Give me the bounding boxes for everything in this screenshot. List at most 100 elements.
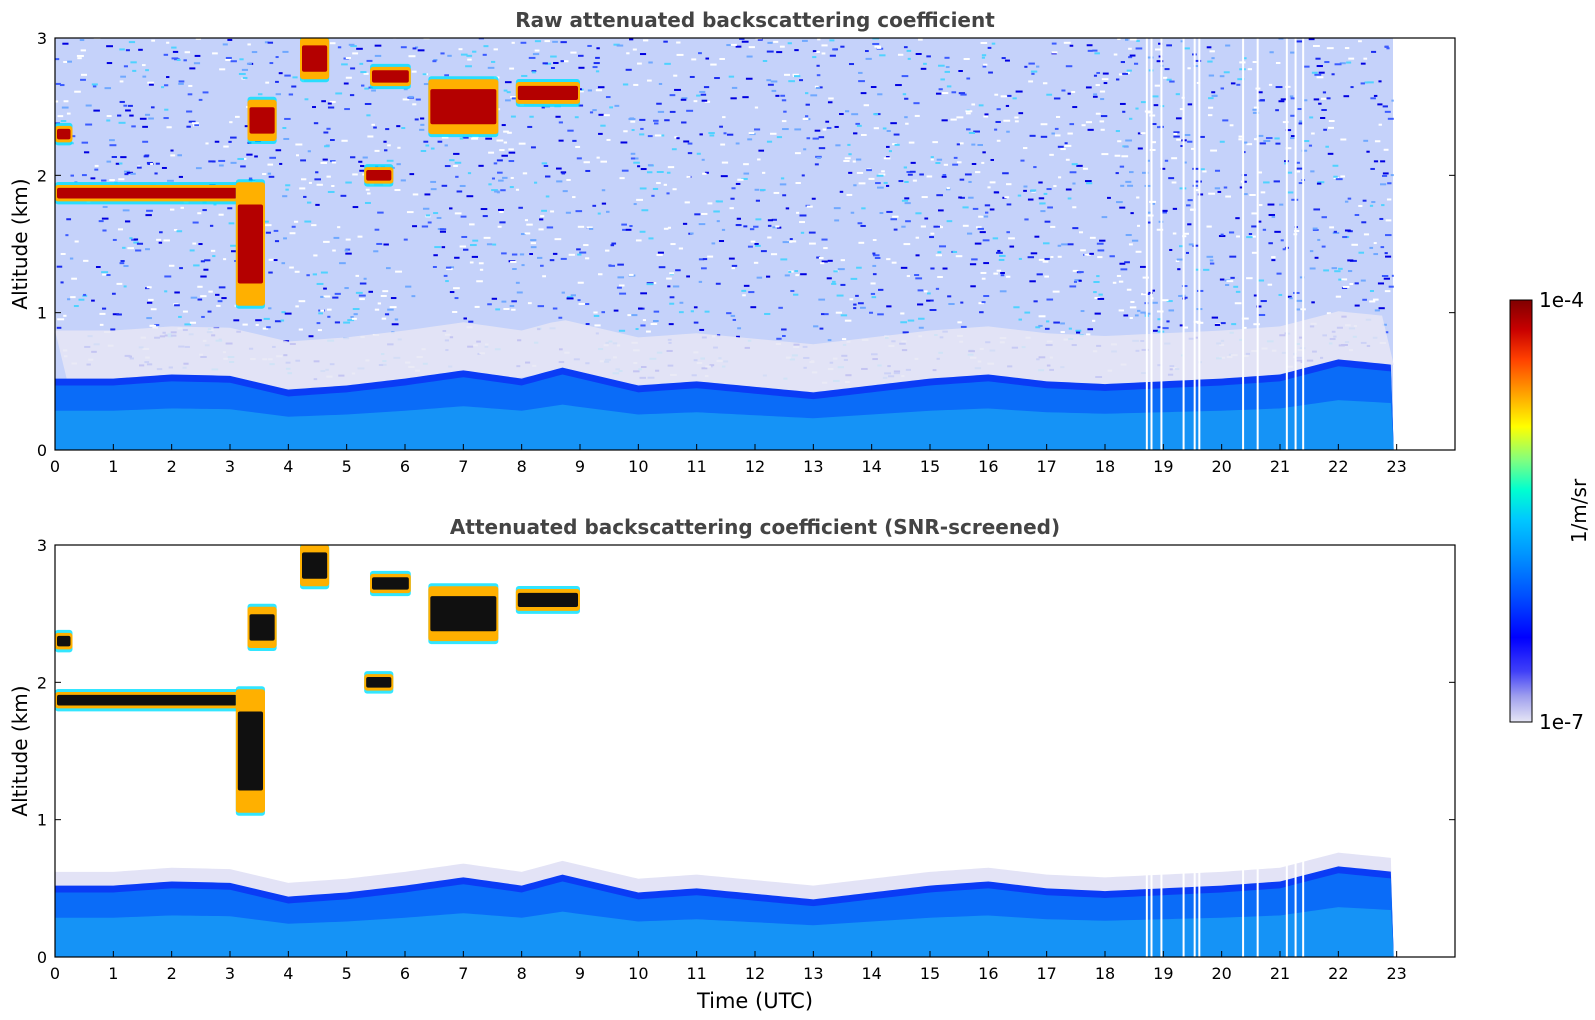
- noise-speckle: [858, 71, 863, 74]
- noise-speckle: [633, 203, 637, 206]
- chart-title: Attenuated backscattering coefficient (S…: [450, 515, 1060, 539]
- noise-speckle: [1386, 47, 1390, 50]
- noise-speckle: [576, 248, 581, 251]
- noise-speckle: [123, 285, 127, 288]
- noise-speckle: [1211, 316, 1219, 319]
- noise-speckle: [1342, 236, 1348, 239]
- noise-speckle: [861, 207, 866, 210]
- noise-speckle: [1296, 161, 1300, 164]
- noise-speckle: [754, 128, 761, 131]
- noise-speckle: [630, 152, 636, 155]
- noise-speckle: [1053, 321, 1060, 324]
- noise-speckle: [316, 322, 321, 325]
- noise-speckle: [1095, 84, 1100, 87]
- noise-speckle: [1246, 236, 1253, 239]
- noise-speckle: [1173, 132, 1178, 135]
- noise-speckle: [996, 139, 1001, 142]
- noise-speckle: [1374, 140, 1381, 143]
- noise-speckle: [676, 53, 684, 56]
- noise-speckle: [360, 71, 367, 74]
- x-tick-label: 10: [628, 457, 648, 476]
- noise-speckle: [471, 255, 478, 258]
- noise-speckle: [556, 180, 563, 183]
- noise-speckle: [193, 264, 200, 267]
- noise-speckle: [1119, 206, 1126, 209]
- noise-speckle: [1271, 215, 1276, 218]
- noise-speckle: [818, 257, 824, 260]
- noise-speckle: [958, 70, 963, 73]
- noise-speckle: [1171, 157, 1178, 160]
- noise-speckle: [1030, 252, 1038, 255]
- noise-speckle: [221, 297, 227, 300]
- noise-speckle: [872, 273, 877, 276]
- x-tick-label: 21: [1270, 457, 1290, 476]
- noise-speckle: [1267, 283, 1273, 286]
- noise-speckle: [521, 74, 528, 77]
- noise-speckle: [159, 231, 163, 234]
- noise-speckle: [1238, 138, 1242, 141]
- noise-speckle: [848, 63, 855, 66]
- noise-speckle: [179, 267, 183, 270]
- noise-speckle: [646, 283, 654, 286]
- noise-speckle: [1127, 184, 1134, 187]
- noise-speckle: [1040, 210, 1046, 213]
- noise-speckle: [865, 57, 872, 60]
- noise-speckle: [1247, 68, 1253, 71]
- noise-speckle: [453, 164, 458, 167]
- noise-speckle: [92, 85, 97, 88]
- noise-speckle: [853, 303, 857, 306]
- noise-speckle: [299, 187, 306, 190]
- noise-speckle: [1354, 282, 1359, 285]
- noise-speckle: [1231, 323, 1237, 326]
- noise-speckle: [586, 226, 593, 229]
- noise-speckle: [587, 44, 592, 47]
- noise-speckle: [1060, 148, 1066, 151]
- noise-speckle: [412, 193, 419, 196]
- noise-speckle: [625, 228, 632, 231]
- noise-speckle: [792, 73, 799, 76]
- noise-speckle: [478, 38, 484, 40]
- noise-speckle: [146, 209, 153, 212]
- noise-speckle: [209, 224, 214, 227]
- noise-speckle: [98, 220, 104, 223]
- noise-speckle: [926, 292, 931, 295]
- noise-speckle: [1280, 239, 1284, 242]
- noise-speckle: [566, 297, 574, 300]
- noise-speckle: [775, 94, 780, 97]
- noise-speckle: [1176, 258, 1184, 261]
- noise-speckle: [1100, 98, 1105, 101]
- noise-speckle: [210, 249, 216, 252]
- noise-speckle: [339, 262, 346, 265]
- noise-speckle: [508, 160, 515, 163]
- noise-speckle: [148, 298, 154, 301]
- noise-speckle: [968, 180, 972, 183]
- noise-speckle: [94, 164, 99, 167]
- noise-speckle: [1142, 276, 1149, 279]
- noise-speckle: [1206, 255, 1214, 258]
- noise-speckle: [314, 178, 322, 181]
- noise-speckle: [1109, 255, 1115, 258]
- x-tick-label: 23: [1386, 457, 1406, 476]
- noise-speckle: [663, 227, 669, 230]
- noise-speckle: [1134, 314, 1139, 317]
- noise-speckle: [652, 187, 659, 190]
- noise-speckle: [803, 148, 807, 151]
- noise-speckle: [506, 91, 511, 94]
- noise-speckle: [123, 265, 129, 268]
- noise-speckle: [956, 116, 964, 119]
- noise-speckle: [1113, 53, 1118, 56]
- noise-speckle: [1003, 119, 1011, 122]
- noise-speckle: [871, 296, 877, 299]
- noise-speckle: [1271, 259, 1276, 262]
- noise-speckle: [498, 179, 504, 182]
- noise-speckle: [766, 140, 773, 143]
- noise-speckle: [907, 173, 913, 176]
- data-gap: [1193, 38, 1196, 450]
- noise-speckle: [578, 88, 582, 91]
- noise-speckle: [454, 297, 459, 300]
- noise-speckle: [1211, 91, 1216, 94]
- noise-speckle: [937, 226, 943, 229]
- noise-speckle: [687, 142, 693, 145]
- noise-speckle: [715, 282, 721, 285]
- noise-speckle: [1084, 180, 1092, 183]
